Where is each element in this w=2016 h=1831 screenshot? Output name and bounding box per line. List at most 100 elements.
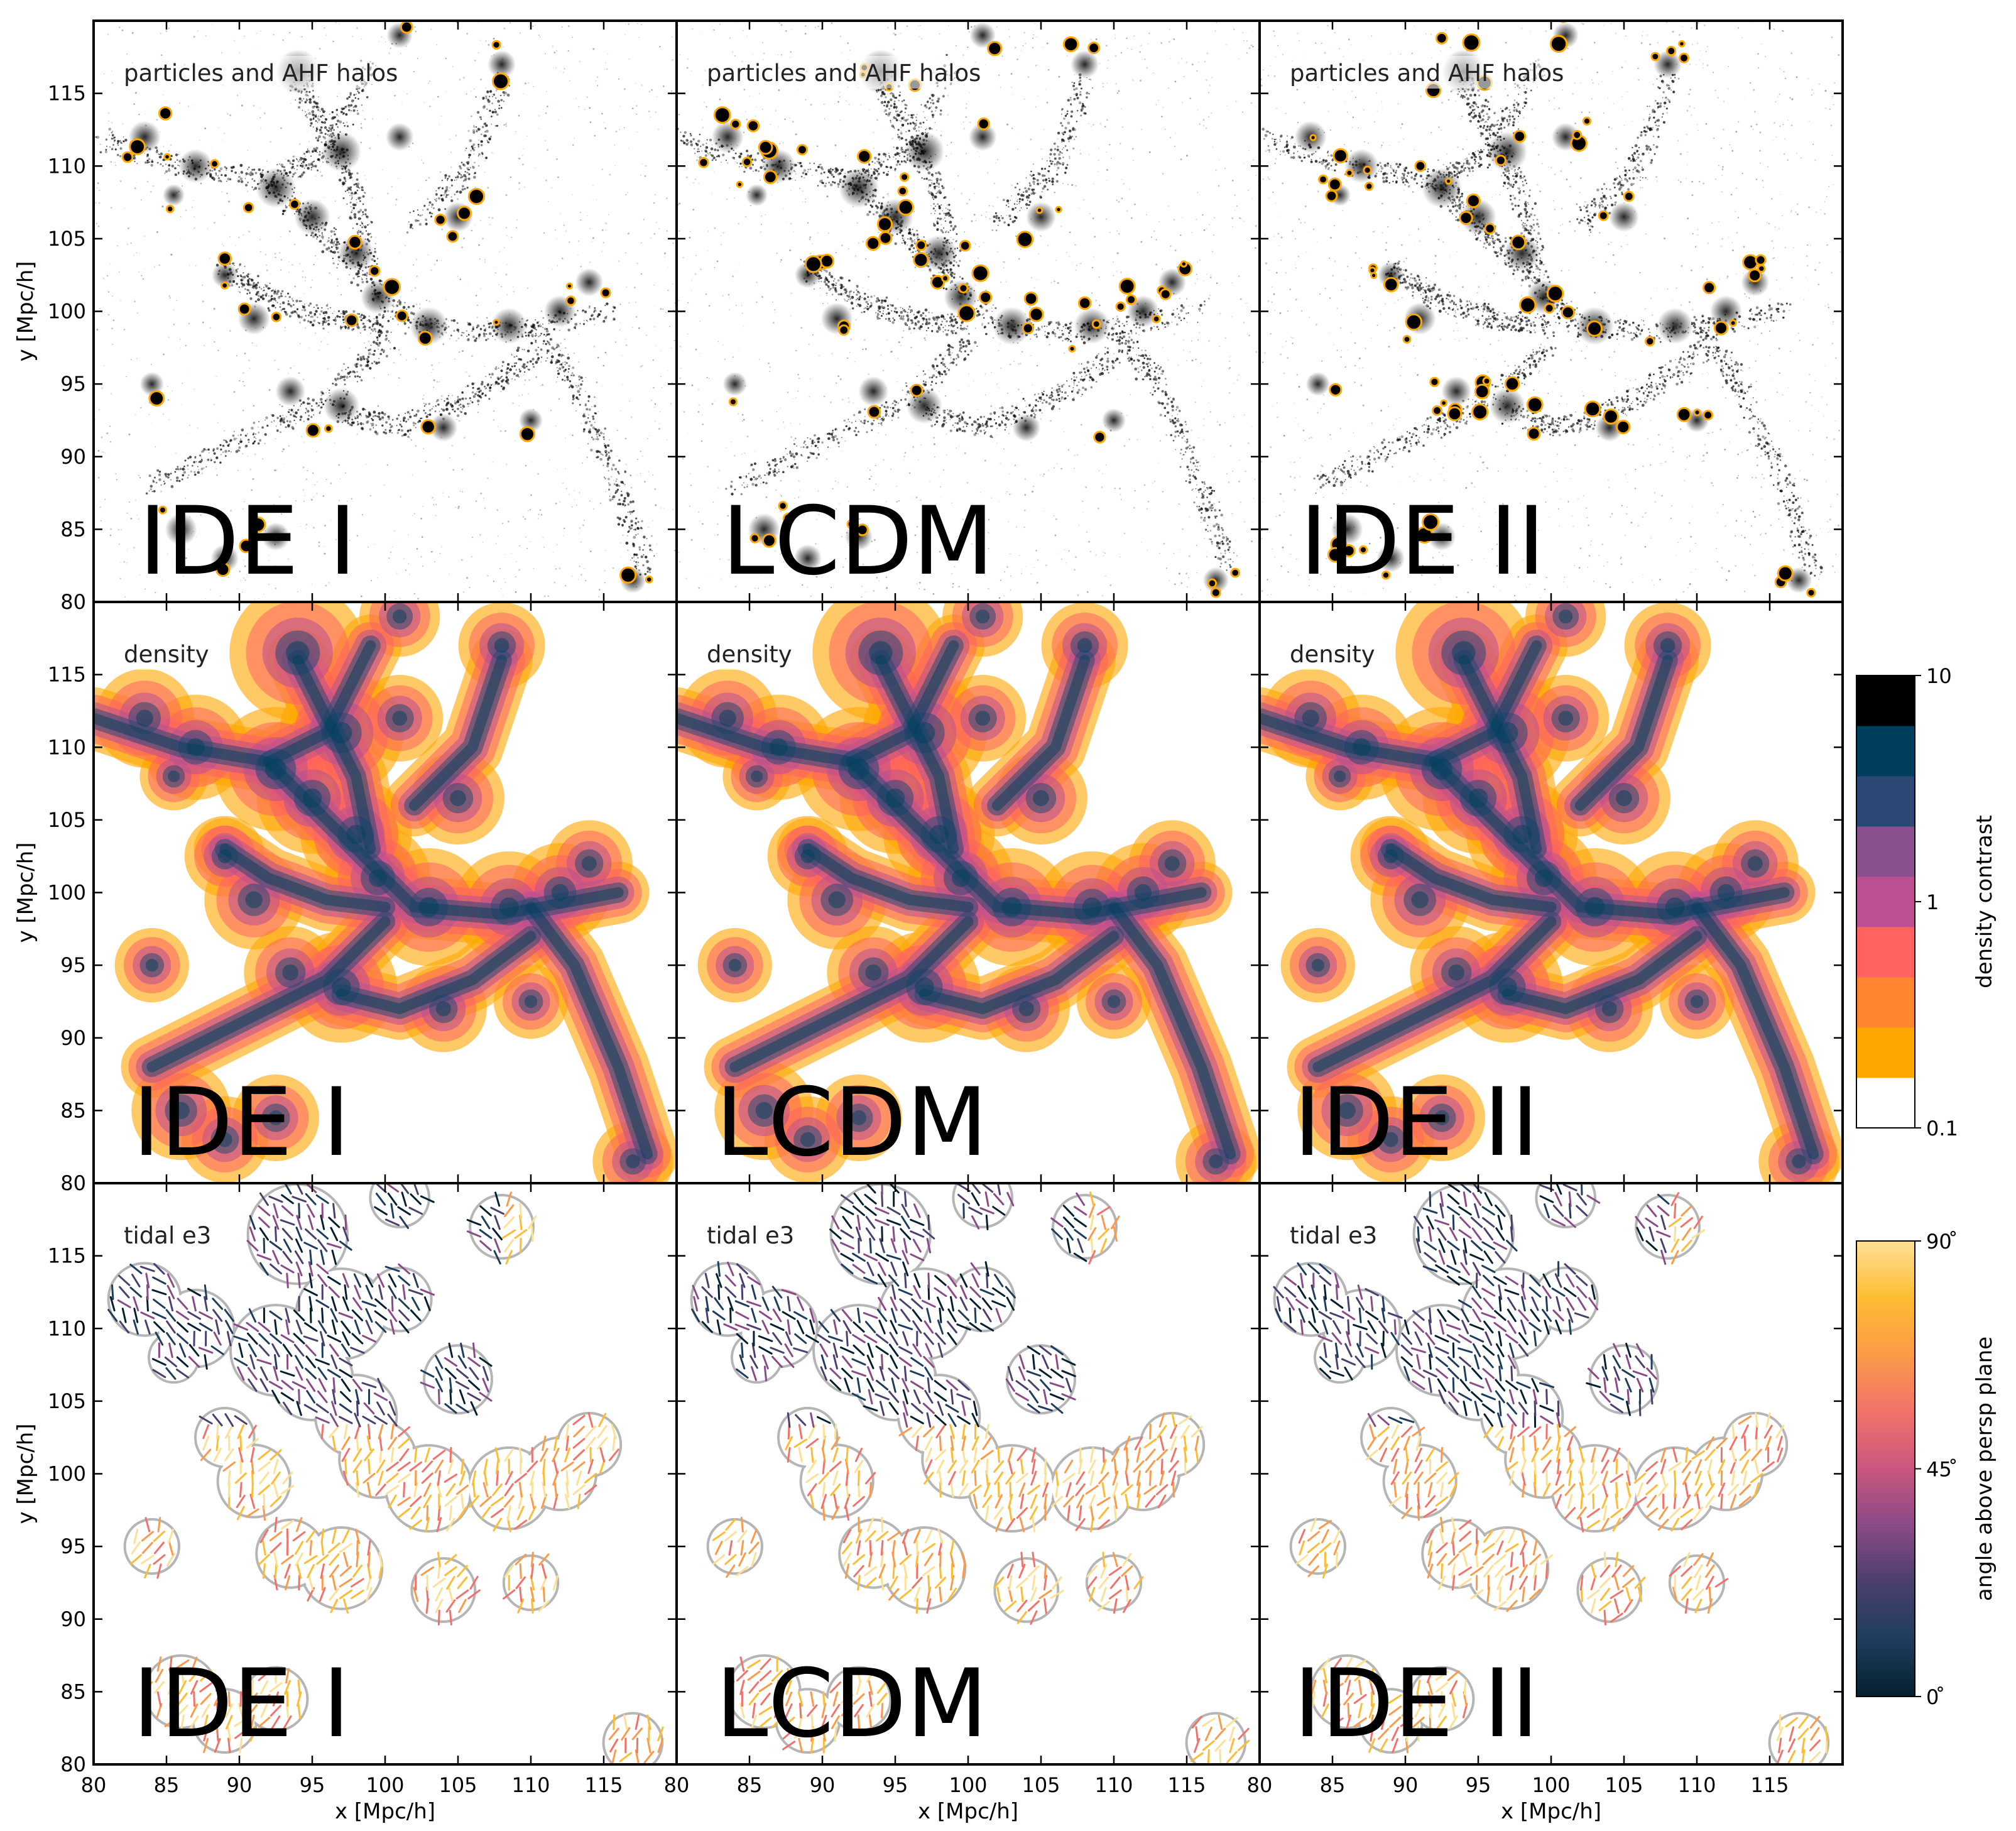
tidal-arrow xyxy=(1438,1250,1446,1265)
tidal-arrow xyxy=(1370,1726,1374,1742)
tidal-arrow xyxy=(1417,1505,1420,1521)
tidal-arrow xyxy=(1028,1565,1040,1577)
tidal-arrow xyxy=(296,1401,302,1416)
tidal-arrow xyxy=(1005,1378,1015,1392)
tidal-arrow xyxy=(1472,1262,1481,1276)
tidal-arrow xyxy=(1481,1312,1496,1319)
tidal-arrow xyxy=(1540,1449,1553,1461)
tidal-arrow xyxy=(857,1308,861,1323)
tidal-arrow xyxy=(212,1309,223,1322)
tidal-arrow xyxy=(1473,1343,1481,1358)
tidal-arrow xyxy=(200,1670,212,1682)
tidal-arrow xyxy=(1625,1587,1632,1602)
tidal-arrow xyxy=(1695,1575,1701,1590)
halo-marker xyxy=(1549,35,1568,53)
tidal-arrow xyxy=(747,1659,761,1669)
tidal-arrow xyxy=(770,1323,785,1331)
panel-label: density xyxy=(1290,641,1375,668)
y-tick-label: 95 xyxy=(60,372,86,396)
tidal-arrow xyxy=(373,1392,388,1401)
tidal-arrow xyxy=(701,1286,713,1298)
tidal-arrow xyxy=(889,1331,898,1346)
tidal-arrow xyxy=(982,1494,992,1508)
tidal-arrow xyxy=(1505,1276,1519,1286)
tidal-arrow xyxy=(297,1703,301,1719)
tidal-arrow xyxy=(308,1272,313,1289)
tidal-arrow xyxy=(1557,1458,1561,1475)
tidal-arrow xyxy=(1434,1335,1449,1343)
tidal-arrow xyxy=(1458,1229,1472,1239)
tidal-arrow xyxy=(410,1506,421,1520)
tidal-arrow xyxy=(175,1659,190,1669)
tidal-arrow xyxy=(398,1320,410,1333)
tidal-arrow xyxy=(1681,1588,1692,1601)
tidal-arrow xyxy=(326,1242,342,1249)
tidal-arrow xyxy=(1785,1717,1798,1728)
y-tick-label: 85 xyxy=(60,1680,86,1703)
tidal-arrow xyxy=(1317,1335,1333,1343)
tidal-arrow xyxy=(771,1670,783,1682)
tidal-arrow xyxy=(867,1343,874,1358)
tidal-arrow xyxy=(518,1447,523,1463)
halo-marker xyxy=(1093,430,1106,444)
tidal-arrow xyxy=(842,1216,853,1229)
tidal-arrow xyxy=(876,1692,888,1705)
tidal-arrow xyxy=(734,1323,750,1331)
tidal-arrow xyxy=(166,1553,175,1566)
tidal-arrow xyxy=(294,1250,304,1264)
tidal-arrow xyxy=(1669,1565,1681,1577)
tidal-arrow xyxy=(1708,1458,1713,1475)
tidal-arrow xyxy=(902,1378,910,1392)
tidal-arrow xyxy=(1565,1297,1575,1311)
tidal-arrow xyxy=(962,1470,966,1486)
tidal-arrow xyxy=(1693,1506,1704,1520)
tidal-arrow xyxy=(1437,1378,1447,1392)
tidal-arrow xyxy=(1285,1297,1295,1311)
tidal-arrow xyxy=(1562,1183,1577,1191)
tidal-arrow xyxy=(1691,1450,1706,1460)
halo-marker xyxy=(600,287,611,298)
tidal-arrow xyxy=(270,1705,282,1717)
tidal-arrow xyxy=(1504,1289,1520,1296)
tidal-arrow xyxy=(281,1380,294,1391)
x-tick-label: 115 xyxy=(1750,1773,1789,1797)
tidal-arrow xyxy=(293,1309,305,1321)
panel-label-box: particles and AHF halos xyxy=(117,56,413,89)
tidal-arrow xyxy=(913,1273,921,1288)
tidal-arrow xyxy=(880,1575,885,1591)
tidal-arrow xyxy=(367,1482,371,1498)
tidal-arrow xyxy=(950,1389,954,1405)
tidal-arrow xyxy=(1097,1600,1110,1612)
tidal-arrow xyxy=(398,1438,410,1449)
tidal-arrow xyxy=(1576,1286,1588,1299)
tidal-arrow xyxy=(1682,1494,1691,1509)
tidal-arrow xyxy=(280,1334,295,1343)
tidal-arrow xyxy=(808,1424,817,1439)
tidal-arrow xyxy=(993,1460,1005,1473)
tidal-arrow xyxy=(155,1668,164,1683)
halo-marker xyxy=(1519,296,1537,314)
tidal-arrow xyxy=(922,1543,935,1553)
tidal-arrow xyxy=(1049,1382,1065,1389)
tidal-arrow xyxy=(1016,1611,1027,1624)
tidal-arrow xyxy=(1566,1459,1574,1474)
tidal-arrow xyxy=(1319,1356,1331,1368)
tidal-arrow xyxy=(1042,1354,1049,1369)
tidal-arrow xyxy=(1507,1320,1517,1334)
tidal-arrow xyxy=(935,1332,946,1345)
halo-marker xyxy=(1125,294,1137,305)
tidal-arrow xyxy=(1484,1192,1493,1206)
tidal-arrow xyxy=(1809,1739,1821,1752)
halo-marker xyxy=(1676,407,1692,422)
tidal-arrow xyxy=(1311,1308,1316,1323)
tidal-arrow xyxy=(915,1435,919,1451)
tidal-arrow xyxy=(1393,1482,1397,1498)
tidal-arrow xyxy=(331,1296,337,1311)
colorbar-swatch xyxy=(1856,776,1915,827)
tidal-arrow xyxy=(1436,1553,1447,1566)
panel-label-box: tidal e3 xyxy=(117,1218,224,1251)
tidal-arrow xyxy=(1534,1435,1537,1451)
tidal-arrow xyxy=(455,1484,469,1495)
tidal-arrow xyxy=(226,1715,233,1730)
